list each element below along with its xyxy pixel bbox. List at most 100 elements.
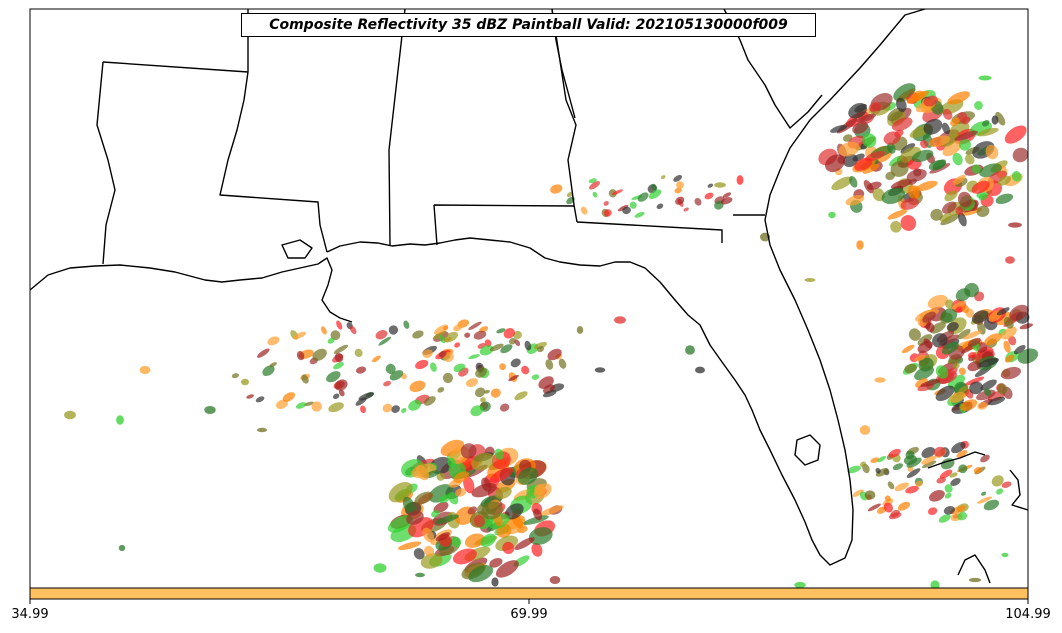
western-gulf-scatter: [231, 319, 567, 417]
storm-cell: [852, 489, 864, 497]
storm-cell: [977, 401, 988, 410]
storm-cell: [974, 101, 983, 110]
storm-cell: [831, 176, 853, 191]
storm-cell: [424, 545, 435, 557]
storm-cell: [1012, 147, 1029, 163]
storm-cell: [514, 339, 521, 347]
storm-cell: [422, 349, 433, 358]
storm-cell: [1008, 222, 1022, 228]
storm-cell: [383, 380, 392, 387]
storm-cell: [614, 316, 626, 324]
storm-cell: [906, 457, 922, 468]
storm-cell: [956, 450, 968, 458]
storm-cell: [479, 345, 494, 356]
storm-cell: [470, 405, 484, 417]
storm-cell: [531, 542, 543, 557]
storm-cell: [373, 563, 387, 573]
storm-cell: [648, 189, 662, 200]
storm-cell: [495, 560, 519, 578]
storm-cell: [549, 576, 561, 584]
storm-cell: [938, 514, 951, 523]
storm-cell: [467, 506, 478, 515]
storm-cell: [950, 478, 961, 486]
state-line-al-fl: [433, 204, 575, 246]
storm-cell: [877, 455, 887, 463]
storm-cell: [622, 206, 631, 215]
storm-cell: [977, 496, 993, 504]
storm-cell: [676, 181, 684, 189]
storm-cell: [301, 374, 309, 384]
storm-cell: [531, 374, 540, 380]
storm-cell: [971, 310, 989, 324]
storm-cell: [981, 491, 987, 496]
storm-cell: [914, 355, 926, 362]
storm-cell: [957, 328, 971, 340]
storm-cell: [854, 157, 873, 171]
storm-cell: [629, 201, 637, 209]
storm-cell: [957, 191, 972, 208]
paintball-layer: [64, 75, 1039, 590]
colorbar-tick-label-min: 34.99: [11, 607, 49, 622]
storm-cell: [978, 75, 992, 81]
storm-cell: [453, 363, 466, 372]
storm-cell: [915, 180, 938, 192]
storm-cell: [375, 330, 388, 340]
storm-cell: [295, 402, 307, 409]
storm-cell: [864, 490, 876, 500]
storm-cell: [695, 366, 705, 374]
storm-cell: [455, 488, 467, 497]
storm-cell: [326, 371, 341, 383]
storm-cell: [935, 385, 955, 402]
storm-cell: [204, 406, 216, 414]
storm-cell: [961, 207, 983, 216]
storm-cell: [443, 331, 458, 343]
storm-cell: [282, 392, 296, 402]
storm-cell: [887, 142, 896, 154]
storm-cell: [580, 206, 588, 215]
storm-cell: [849, 176, 858, 188]
storm-cell: [311, 401, 322, 412]
storm-cell: [954, 130, 978, 141]
storm-cell: [409, 380, 426, 392]
storm-cell: [906, 90, 929, 104]
storm-cell: [241, 378, 249, 386]
storm-cell: [480, 397, 486, 403]
storm-cell: [514, 537, 535, 550]
storm-cell: [422, 527, 435, 543]
storm-cell: [1000, 366, 1022, 380]
storm-cell: [545, 359, 554, 370]
storm-cell: [118, 544, 126, 552]
storm-cell: [334, 379, 348, 391]
storm-cell: [685, 345, 695, 355]
storm-cell: [503, 328, 515, 339]
storm-cell: [894, 482, 909, 492]
storm-cell: [720, 197, 733, 205]
storm-cell: [825, 154, 845, 173]
southeast-coast-cluster: [818, 83, 1029, 233]
storm-cell: [940, 213, 961, 226]
storm-cell: [890, 179, 912, 190]
storm-cell: [944, 484, 953, 493]
storm-cell: [995, 111, 1006, 126]
storm-cell: [471, 452, 495, 471]
storm-cell: [435, 514, 459, 524]
storm-cell: [932, 333, 948, 348]
storm-cell: [517, 467, 539, 485]
storm-cell: [385, 363, 396, 374]
storm-cell: [961, 304, 970, 314]
storm-cell: [542, 390, 557, 398]
storm-cell: [1004, 125, 1027, 144]
storm-cell: [921, 447, 936, 459]
storm-cell: [435, 532, 450, 542]
storm-cell: [942, 108, 953, 120]
storm-cell: [499, 403, 510, 412]
storm-cell: [885, 171, 896, 181]
storm-cell: [968, 577, 982, 583]
storm-cell: [722, 192, 732, 198]
storm-cell: [911, 149, 934, 163]
storm-cell: [489, 467, 514, 483]
storm-cell: [468, 354, 480, 360]
storm-cell: [828, 211, 836, 219]
storm-cell: [378, 336, 392, 346]
storm-cell: [505, 503, 524, 520]
